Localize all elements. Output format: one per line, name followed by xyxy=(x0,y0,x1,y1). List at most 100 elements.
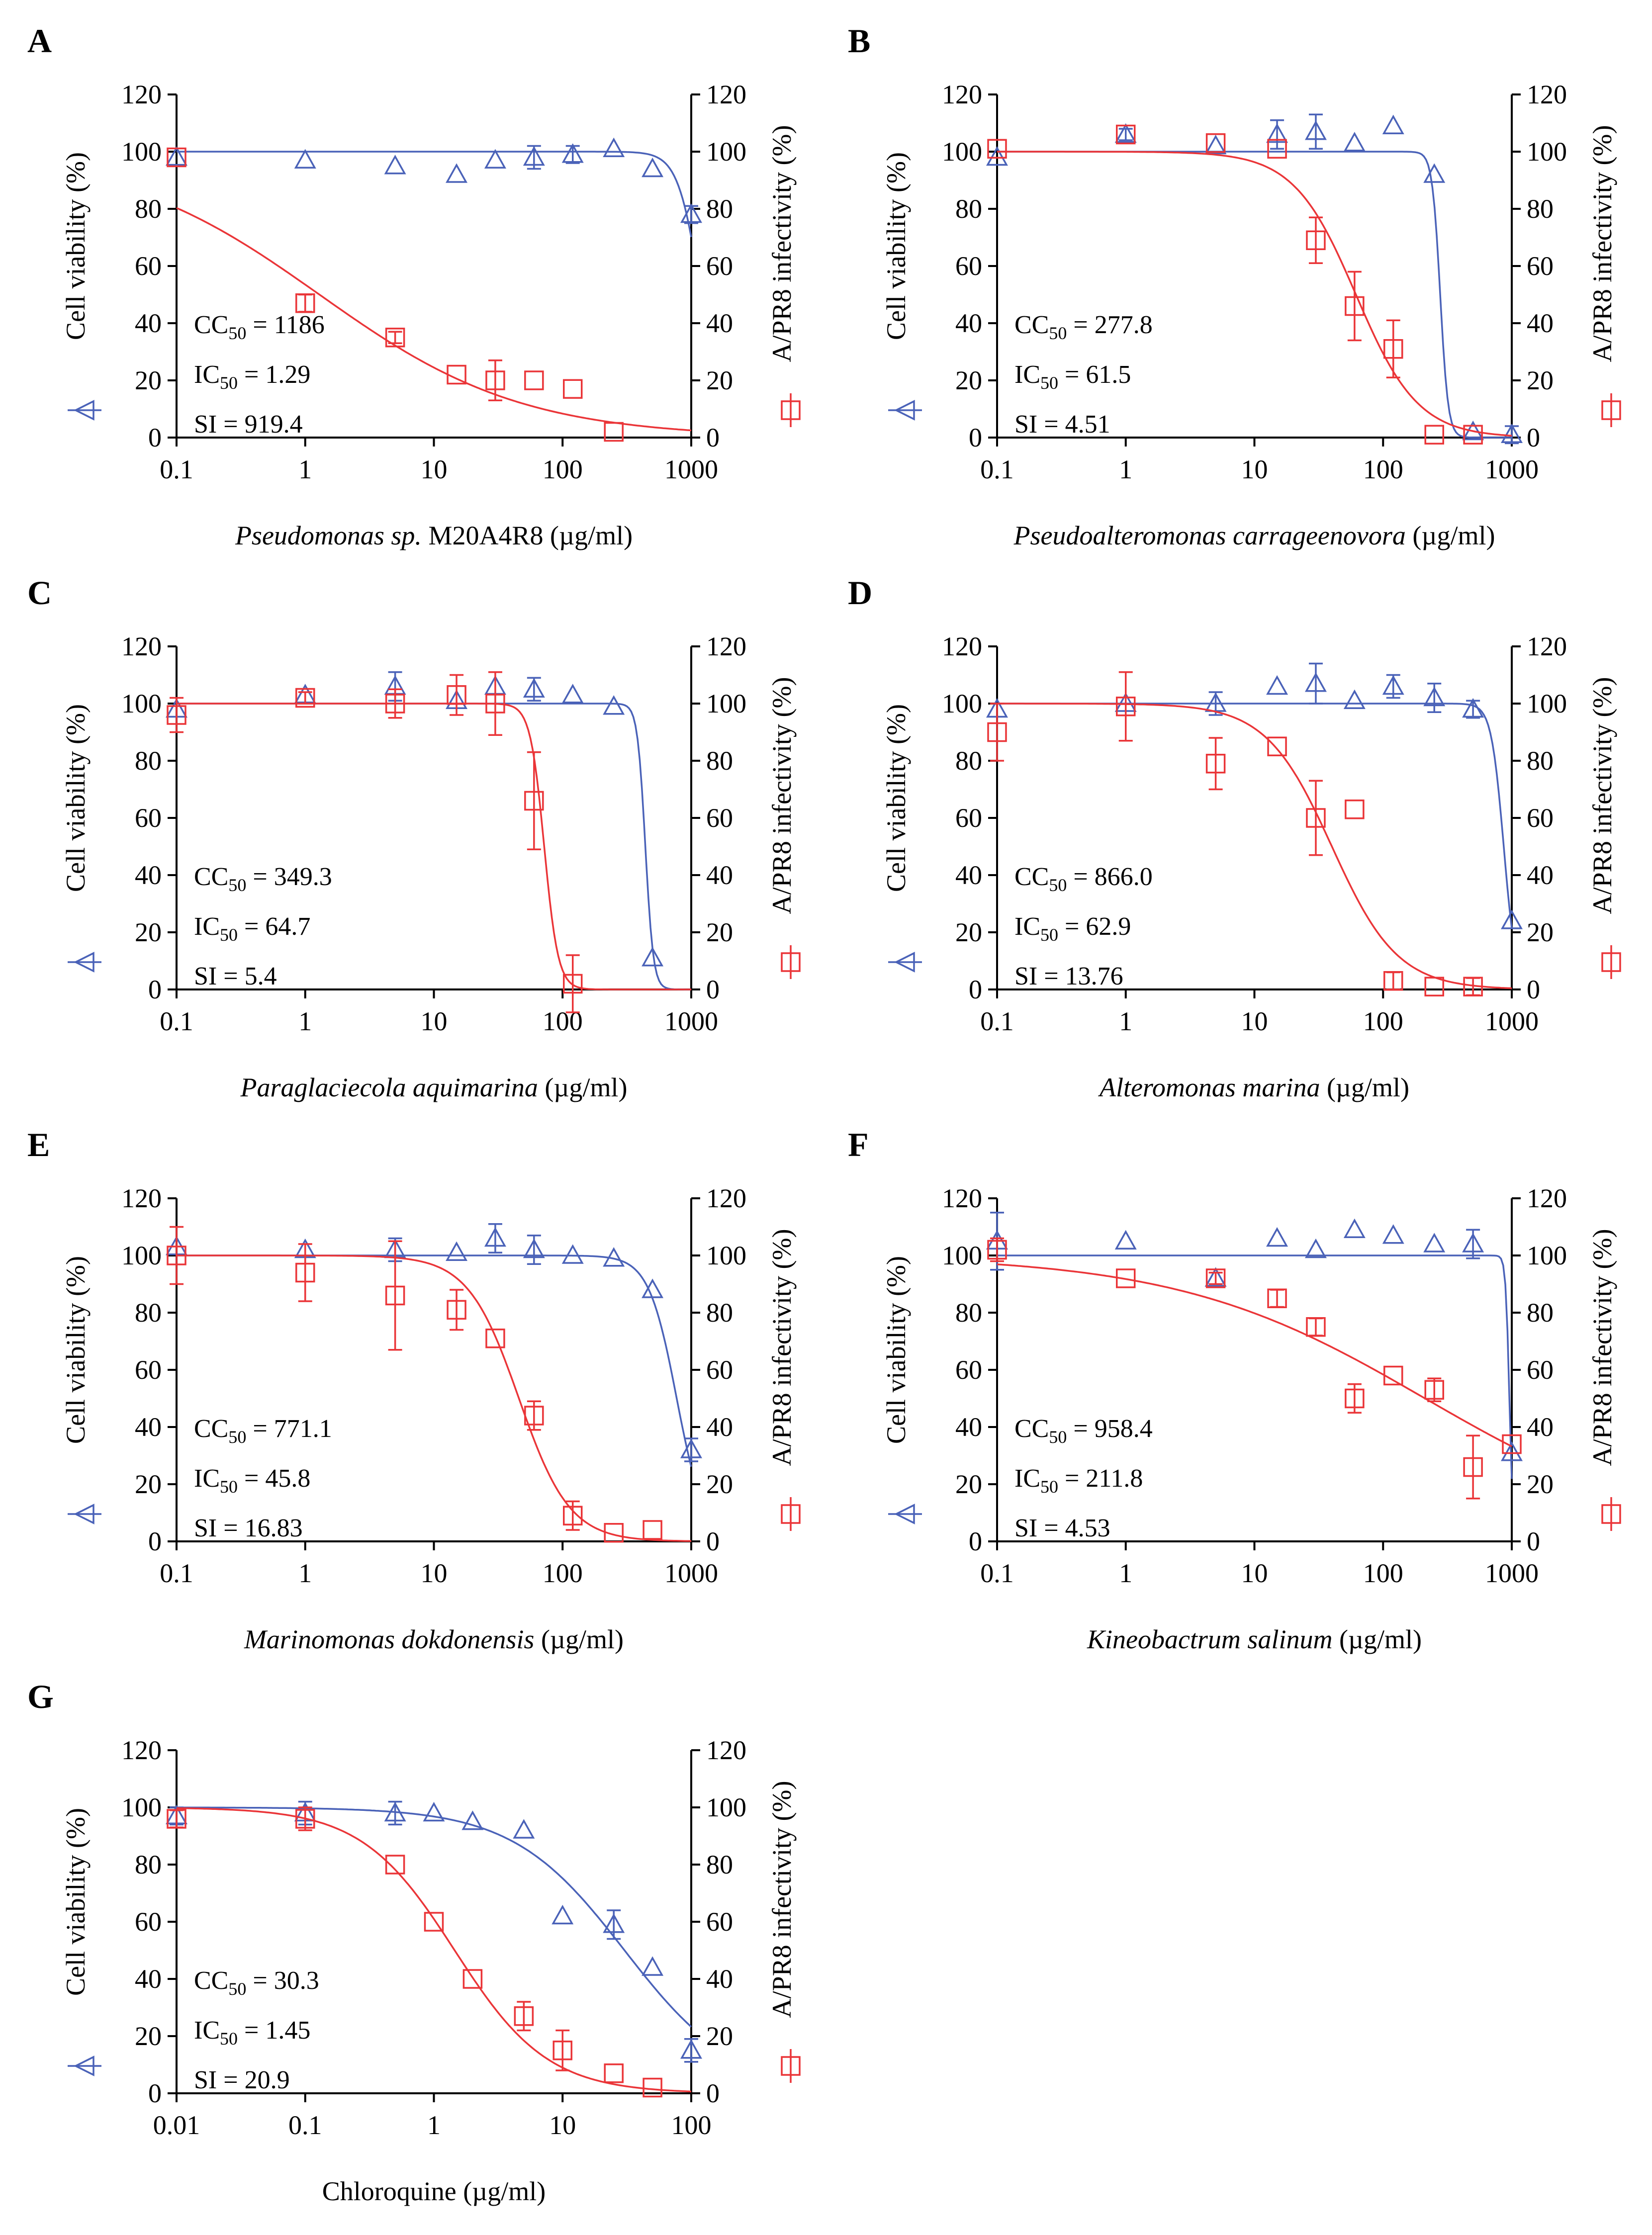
stat-prefix: IC xyxy=(1014,912,1040,941)
data-point-square xyxy=(1383,1365,1403,1386)
y-tick-label-right: 100 xyxy=(1527,137,1567,167)
y-tick-label-right: 0 xyxy=(706,1526,720,1556)
error-bar xyxy=(170,697,184,733)
y-tick-label-right: 120 xyxy=(706,631,746,661)
error-bar xyxy=(1347,1383,1362,1414)
y-axis-title-right: A/PR8 infectivity (%) xyxy=(1587,677,1617,914)
cc50-label: CC50 = 349.3 xyxy=(194,863,332,895)
y-tick-label-right: 60 xyxy=(706,251,733,281)
data-point-square xyxy=(462,1969,483,1989)
x-tick-label: 0.01 xyxy=(153,2110,200,2140)
y-tick-label-right: 20 xyxy=(1527,917,1554,947)
si-label: SI = 20.9 xyxy=(194,2066,290,2094)
y-tick-label-right: 40 xyxy=(1527,308,1554,338)
y-tick-label-right: 80 xyxy=(1527,746,1554,776)
si-label: SI = 4.53 xyxy=(1014,1514,1110,1542)
x-axis-title-species: Kineobactrum salinum xyxy=(1087,1624,1333,1654)
data-point-triangle xyxy=(561,1244,584,1264)
y-tick-label-right: 0 xyxy=(706,2078,720,2108)
stat-prefix: IC xyxy=(194,2016,220,2045)
x-tick-label: 0.1 xyxy=(980,1006,1014,1036)
y-tick-label-right: 40 xyxy=(1527,1412,1554,1442)
x-tick-label: 1000 xyxy=(1485,1006,1539,1036)
y-tick-label-right: 20 xyxy=(706,1469,733,1499)
y-tick-label-left: 80 xyxy=(135,1850,162,1879)
data-point-triangle xyxy=(603,137,625,157)
y-tick-label-left: 40 xyxy=(135,860,162,890)
y-tick-label-right: 100 xyxy=(1527,1241,1567,1270)
data-point-square xyxy=(524,370,544,390)
panel-c: C 0 0 20 20 40 40 60 60 80 80 100 100 120 120 0.1 1 10 100… xyxy=(27,574,801,1102)
data-point-square xyxy=(295,688,315,708)
data-point-square xyxy=(1306,1317,1326,1337)
error-bar xyxy=(450,674,464,716)
stat-subscript: 50 xyxy=(228,1427,246,1447)
error-bar xyxy=(1386,319,1400,378)
panel-g: G 0 0 20 20 40 40 60 60 80 80 100 100 120 120 0.01 0.1 1 1… xyxy=(27,1678,801,2206)
data-point-square xyxy=(524,791,544,811)
x-tick-label: 1000 xyxy=(664,1558,718,1588)
data-point-triangle xyxy=(1423,163,1446,183)
panel-letter: G xyxy=(27,1678,54,1715)
y-tick-label-right: 60 xyxy=(706,1355,733,1385)
stat-prefix: IC xyxy=(194,912,220,941)
error-bar xyxy=(298,293,312,313)
stat-subscript: 50 xyxy=(228,875,246,895)
fit-curve-triangle xyxy=(177,703,691,990)
data-point-triangle xyxy=(680,1438,702,1458)
data-point-triangle xyxy=(561,684,584,704)
data-point-square xyxy=(987,1240,1007,1260)
si-label: SI = 919.4 xyxy=(194,410,303,439)
y-tick-label-left: 120 xyxy=(942,631,982,661)
stat-subscript: 50 xyxy=(220,373,238,393)
error-bar xyxy=(1466,1434,1480,1500)
data-point-triangle xyxy=(423,1801,445,1822)
y-tick-label-left: 60 xyxy=(135,803,162,833)
data-point-square xyxy=(1383,339,1403,359)
stat-subscript: 50 xyxy=(1049,875,1067,895)
y-tick-label-left: 20 xyxy=(955,365,982,395)
error-bar xyxy=(1308,113,1323,150)
panel-letter: E xyxy=(27,1126,50,1163)
ic50-label: IC50 = 1.29 xyxy=(194,360,310,393)
data-point-triangle xyxy=(1304,120,1327,140)
error-bar xyxy=(388,331,402,344)
x-tick-label: 0.1 xyxy=(160,1006,193,1036)
x-tick-label: 100 xyxy=(543,454,583,484)
data-point-triangle xyxy=(1382,1224,1404,1244)
fit-curve-triangle xyxy=(997,151,1512,439)
y-tick-label-left: 20 xyxy=(135,365,162,395)
y-tick-label-left: 80 xyxy=(955,1298,982,1328)
y-tick-label-left: 0 xyxy=(148,1526,162,1556)
error-bar xyxy=(1118,128,1133,141)
y-tick-label-left: 40 xyxy=(135,1964,162,1994)
y-tick-label-left: 60 xyxy=(955,803,982,833)
data-point-triangle xyxy=(384,1801,406,1822)
data-point-square xyxy=(485,370,505,390)
y-tick-label-right: 20 xyxy=(706,2021,733,2051)
x-tick-label: 10 xyxy=(421,1006,448,1036)
y-tick-label-left: 100 xyxy=(121,137,162,167)
data-point-square xyxy=(1345,800,1365,819)
y-tick-label-left: 60 xyxy=(955,1355,982,1385)
error-bar xyxy=(488,359,502,401)
fit-curve-square xyxy=(176,207,692,432)
cc50-label: CC50 = 30.3 xyxy=(194,1967,319,1999)
data-point-square xyxy=(1306,808,1326,828)
x-axis-title-unit: Chloroquine (µg/ml) xyxy=(322,2176,546,2206)
y-tick-label-left: 120 xyxy=(121,1735,162,1765)
y-axis-title-right: A/PR8 infectivity (%) xyxy=(767,125,797,362)
x-axis-title-unit: (µg/ml) xyxy=(538,1073,628,1102)
data-point-triangle xyxy=(1304,1238,1327,1258)
data-point-triangle xyxy=(446,1241,468,1261)
y-tick-label-right: 80 xyxy=(706,1298,733,1328)
data-point-square xyxy=(385,694,405,714)
stat-value: = 64.7 xyxy=(238,912,310,941)
panel-letter: B xyxy=(848,22,870,60)
data-point-square xyxy=(167,1809,186,1829)
data-point-square xyxy=(1267,736,1287,756)
data-point-triangle xyxy=(484,149,506,169)
stat-prefix: CC xyxy=(194,1967,228,1995)
x-tick-label: 1 xyxy=(298,1558,312,1588)
data-point-triangle xyxy=(1501,423,1523,443)
